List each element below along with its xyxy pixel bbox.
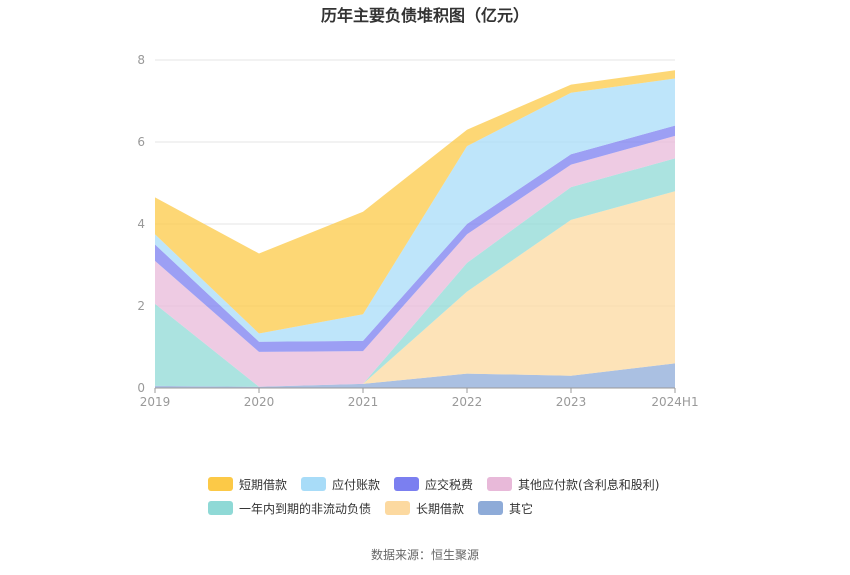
- y-tick-label: 8: [137, 53, 145, 67]
- area-series: [155, 78, 675, 342]
- legend-item-other[interactable]: 其它: [478, 500, 533, 517]
- legend-swatch: [385, 501, 411, 515]
- x-tick-label: 2024H1: [651, 395, 698, 409]
- y-tick-label: 0: [137, 381, 145, 395]
- legend-item-other-payables[interactable]: 其他应付款(含利息和股利): [487, 476, 659, 493]
- area-series: [155, 135, 675, 387]
- x-tick-label: 2022: [452, 395, 483, 409]
- legend-swatch: [208, 477, 233, 491]
- data-source: 数据来源：恒生聚源: [370, 548, 479, 562]
- legend-swatch: [208, 501, 233, 515]
- legend-item-accounts-payable[interactable]: 应付账款: [301, 476, 380, 493]
- legend-row-2: 一年内到期的非流动负债 长期借款 其它: [208, 496, 688, 520]
- legend-label: 其他应付款(含利息和股利): [518, 477, 660, 492]
- legend-item-current-portion[interactable]: 一年内到期的非流动负债: [208, 500, 371, 517]
- legend-row-1: 短期借款 应付账款 应交税费 其他应付款(含利息和股利): [208, 472, 688, 496]
- x-tick-label: 2021: [348, 395, 379, 409]
- legend-label: 一年内到期的非流动负债: [239, 501, 372, 516]
- y-tick-label: 6: [137, 135, 145, 149]
- legend-label: 长期借款: [416, 501, 465, 516]
- legend-swatch: [394, 477, 420, 491]
- area-series: [155, 363, 675, 388]
- legend-item-long-term-loans[interactable]: 长期借款: [385, 500, 464, 517]
- legend-swatch: [301, 477, 327, 491]
- y-tick-label: 2: [137, 299, 145, 313]
- legend-swatch: [487, 477, 513, 491]
- chart-legend: 短期借款 应付账款 应交税费 其他应付款(含利息和股利) 一年内到期的非流动负债…: [208, 472, 688, 520]
- x-tick-label: 2023: [556, 395, 587, 409]
- legend-label: 其它: [509, 501, 534, 516]
- legend-label: 应付账款: [332, 477, 381, 492]
- x-tick-label: 2020: [244, 395, 275, 409]
- area-series: [155, 191, 675, 387]
- legend-swatch: [478, 501, 504, 515]
- area-series: [155, 125, 675, 352]
- legend-item-short-term-loans[interactable]: 短期借款: [208, 476, 287, 493]
- area-series: [155, 70, 675, 334]
- area-series: [155, 158, 675, 387]
- y-tick-label: 4: [137, 217, 145, 231]
- legend-label: 短期借款: [239, 477, 288, 492]
- chart-plot: 0 2 4 6 8 2019 2020 2021 2022 2023 2024H1: [137, 53, 698, 409]
- legend-item-taxes-payable[interactable]: 应交税费: [394, 476, 473, 493]
- x-tick-label: 2019: [140, 395, 171, 409]
- chart-title: 历年主要负债堆积图（亿元）: [320, 6, 529, 25]
- legend-label: 应交税费: [425, 477, 474, 492]
